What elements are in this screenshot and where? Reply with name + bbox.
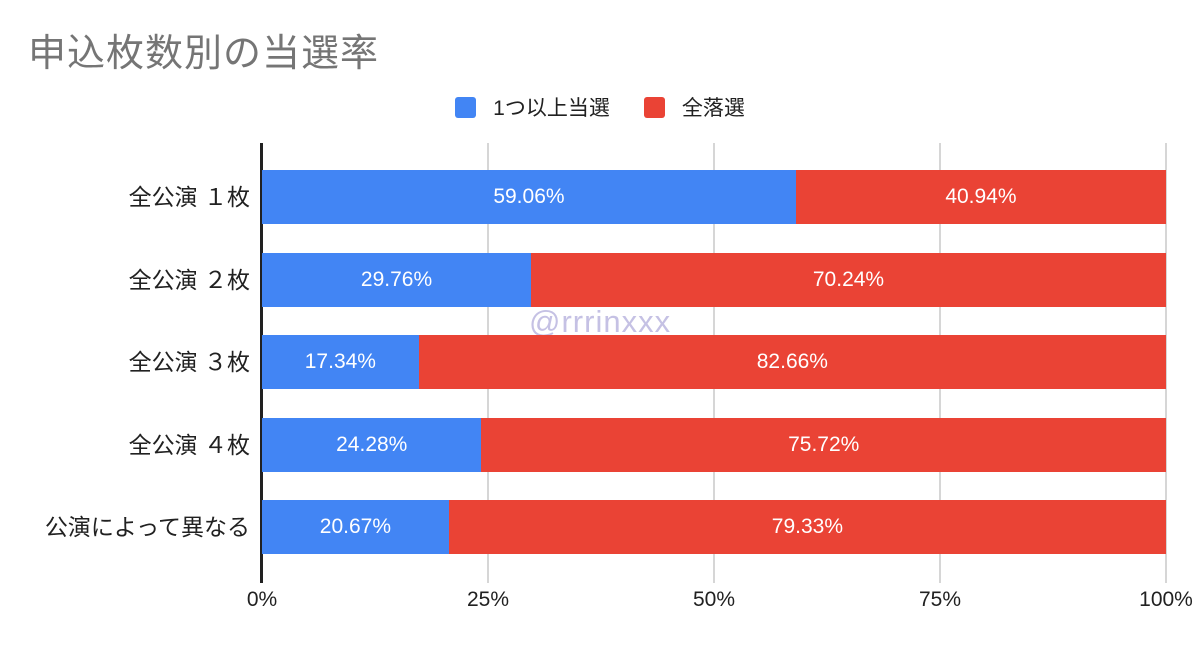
bar-value-label: 70.24% [812, 267, 885, 291]
bar-value-label: 82.66% [756, 350, 828, 373]
legend: 1つ以上当選 全落選 [0, 92, 1200, 122]
bar-value-label: 40.94% [945, 185, 1017, 208]
x-tick-label-0: 0% [246, 588, 278, 611]
x-tick-label-25: 25% [466, 588, 510, 611]
bar-segment-won-row-2: 17.34% [262, 335, 419, 389]
legend-item-lost: 全落選 [643, 92, 745, 122]
bar-row-1: 29.76% 70.24% [262, 252, 1166, 307]
category-label-3: 全公演 ４枚 [128, 431, 250, 458]
bar-segment-won-row-4: 20.67% [262, 500, 449, 554]
bar-row-2: 17.34% 82.66% [262, 335, 1166, 389]
category-label-1: 全公演 ２枚 [128, 266, 250, 293]
plot-area: 59.06% 40.94% 29.76% 70.24% 17.34% 82.66% 24.2… [260, 143, 1167, 583]
legend-label-won: 1つ以上当選 [493, 97, 610, 120]
x-tick-label-100: 100% [1139, 588, 1193, 611]
bar-value-label: 59.06% [493, 185, 565, 208]
bar-row-3: 24.28% 75.72% [262, 417, 1166, 472]
chart-title: 申込枚数別の当選率 [28, 33, 380, 75]
legend-label-lost: 全落選 [681, 97, 745, 120]
category-label-0: 全公演 １枚 [128, 184, 250, 210]
bar-value-label: 17.34% [304, 350, 376, 373]
legend-swatch-lost-icon [643, 96, 665, 118]
gridline-100 [1165, 143, 1167, 583]
bar-segment-lost-row-2: 82.66% [418, 335, 1166, 389]
bar-value-label: 29.76% [360, 267, 433, 291]
bar-value-label: 79.33% [771, 515, 844, 538]
legend-item-won: 1つ以上当選 [455, 92, 610, 122]
bar-value-label: 75.72% [788, 432, 860, 456]
bar-row-4: 20.67% 79.33% [262, 500, 1166, 554]
bar-segment-lost-row-0: 40.94% [795, 170, 1166, 224]
bar-segment-lost-row-1: 70.24% [531, 252, 1166, 307]
y-axis-line [260, 143, 263, 583]
bar-segment-won-row-1: 29.76% [262, 252, 532, 307]
bar-segment-lost-row-4: 79.33% [448, 500, 1166, 554]
x-tick-label-50: 50% [692, 588, 736, 611]
bar-segment-won-row-0: 59.06% [262, 170, 796, 224]
category-labels: 全公演 １枚 全公演 ２枚 全公演 ３枚 全公演 ４枚公演によって異なる [0, 143, 250, 575]
bar-value-label: 24.28% [336, 432, 408, 456]
bar-segment-won-row-3: 24.28% [262, 417, 482, 472]
bar-row-0: 59.06% 40.94% [262, 170, 1166, 224]
category-label-4: 公演によって異なる [44, 514, 250, 540]
bar-segment-lost-row-3: 75.72% [481, 417, 1166, 472]
watermark: @rrrinxxx [529, 304, 672, 339]
category-label-2: 全公演 ３枚 [128, 349, 250, 375]
legend-swatch-won-icon [455, 96, 477, 118]
bar-value-label: 20.67% [319, 515, 392, 538]
x-tick-label-75: 75% [918, 588, 962, 611]
